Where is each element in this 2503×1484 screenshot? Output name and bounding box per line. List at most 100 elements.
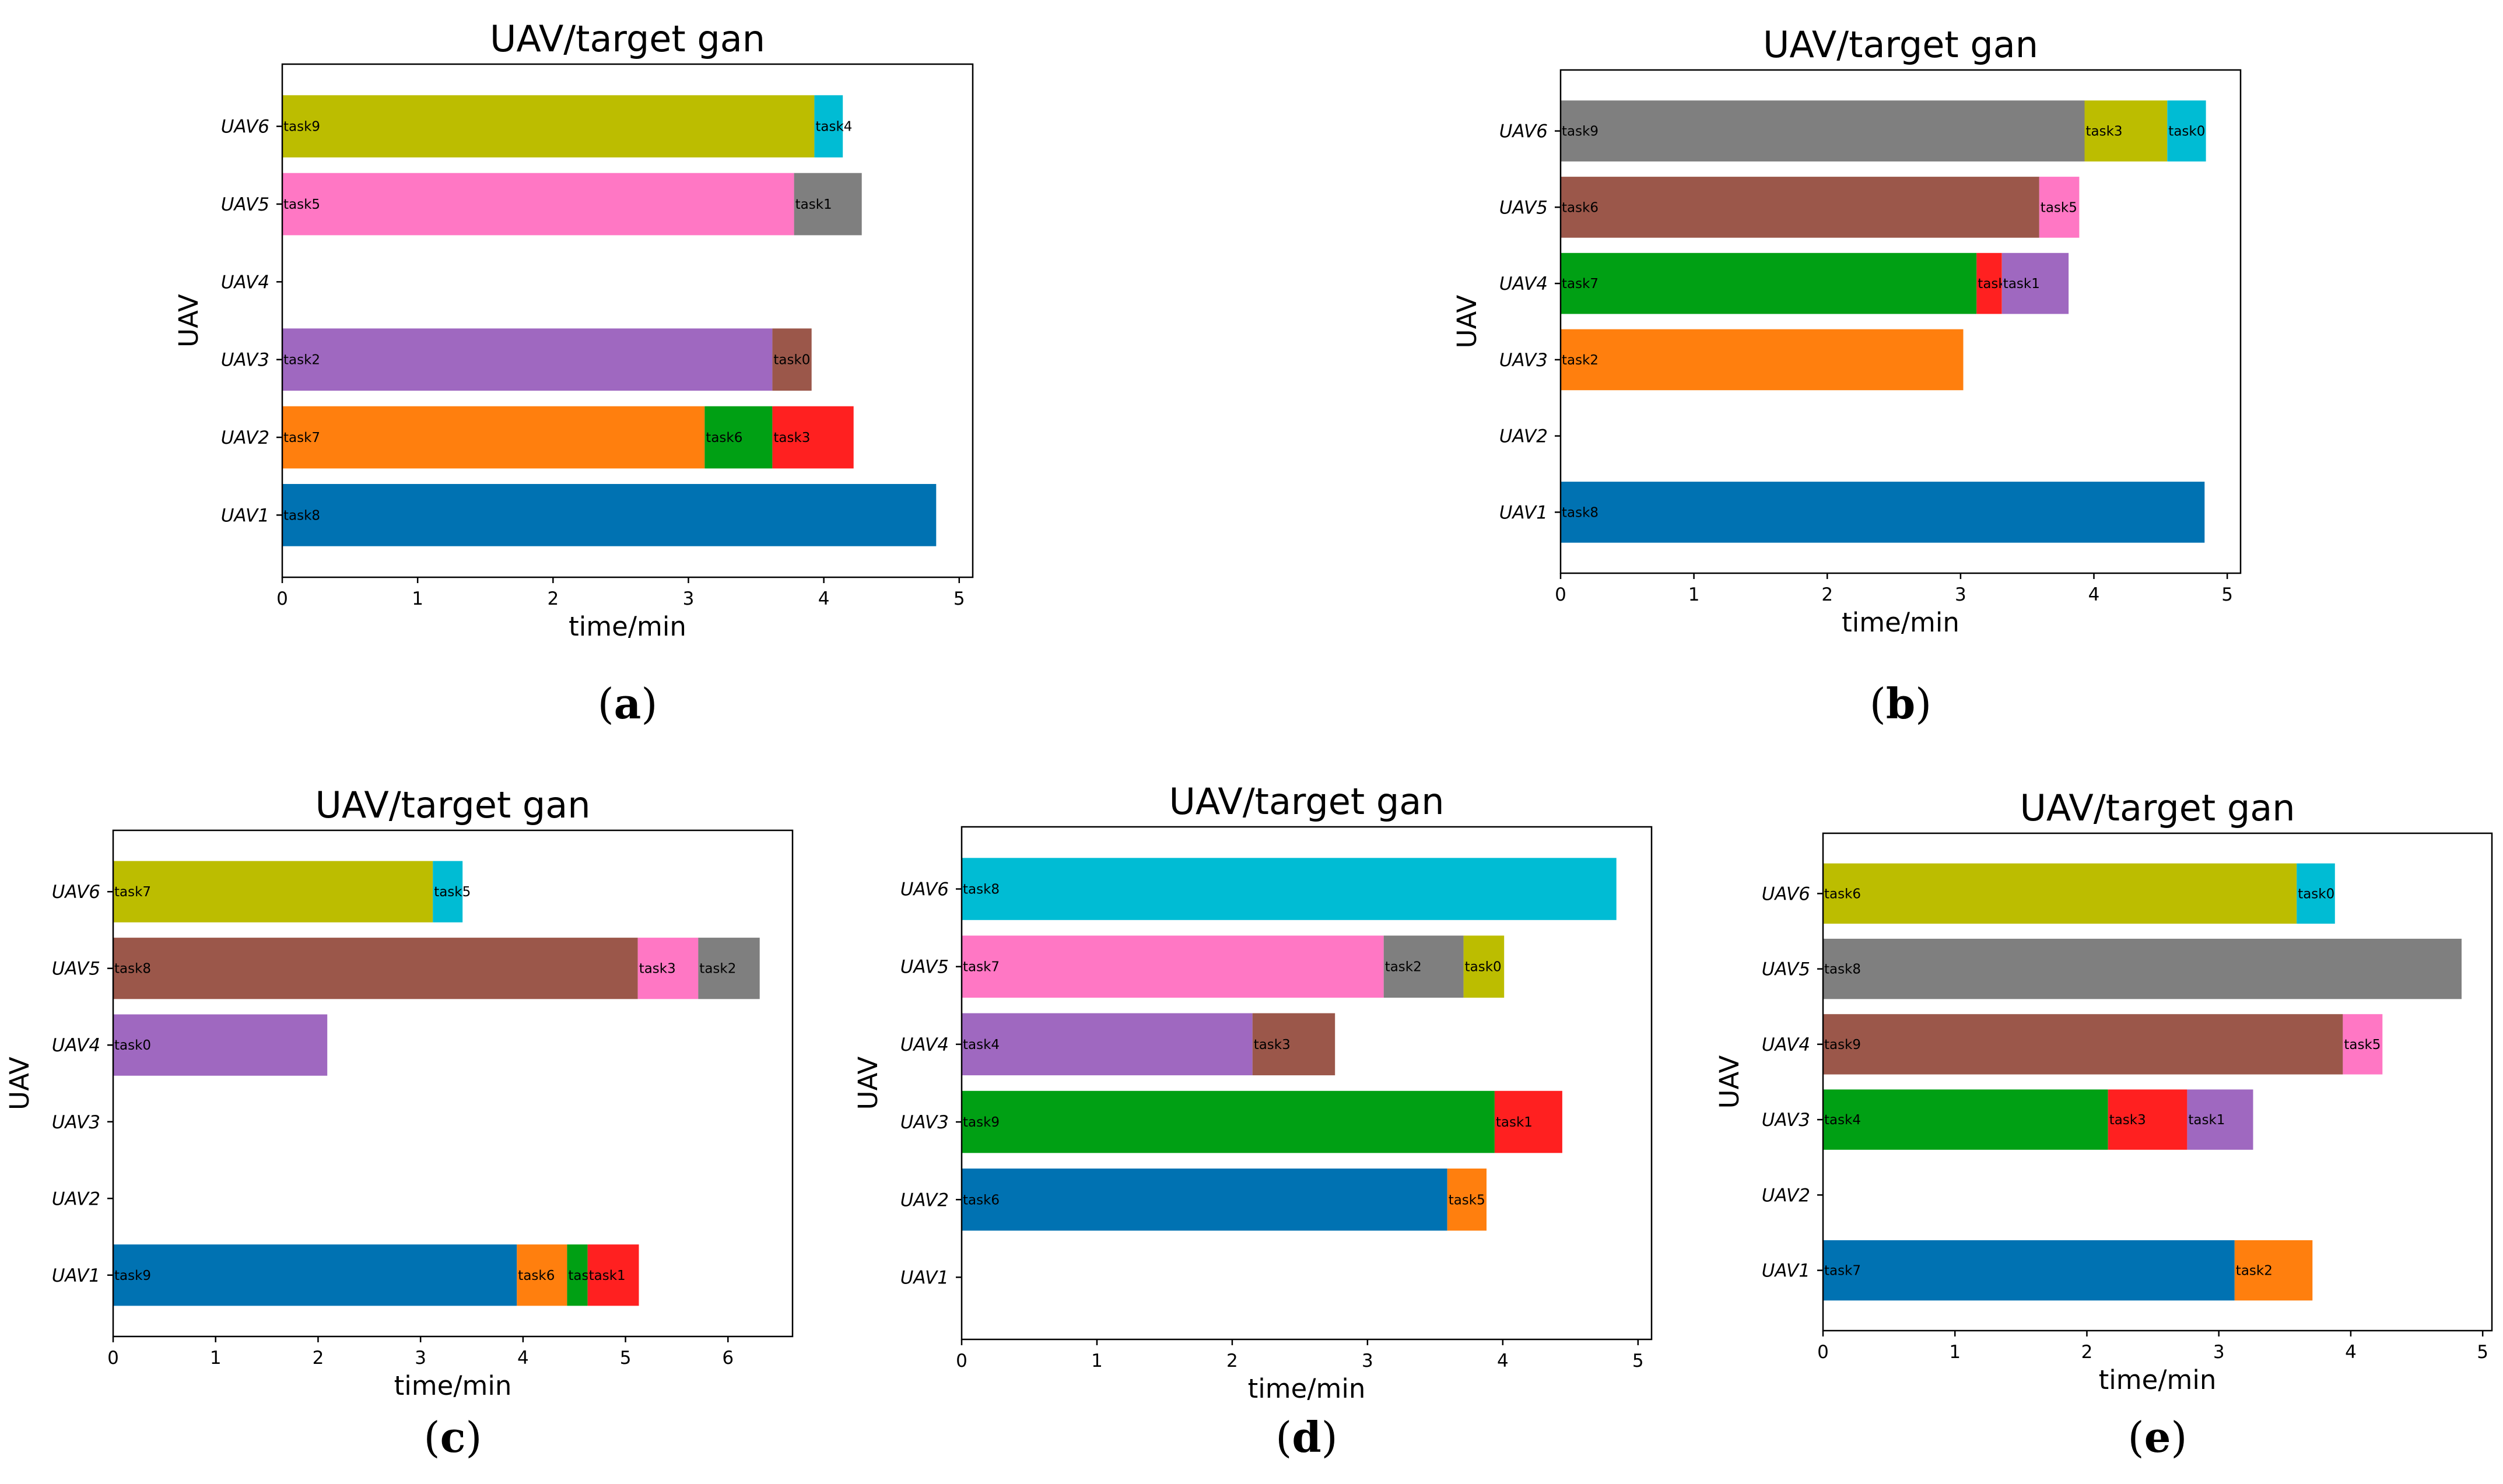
x-tick-label: 5 <box>2477 1342 2488 1363</box>
x-axis-label: time/min <box>1248 1373 1366 1404</box>
bar-segment <box>282 328 773 391</box>
y-axis-label: UAV <box>173 294 204 348</box>
bar-task-label: task1 <box>795 197 832 212</box>
y-tick-label: UAV5 <box>1499 197 1548 218</box>
y-tick-label: UAV2 <box>52 1188 100 1209</box>
y-tick-label: UAV3 <box>1499 350 1548 371</box>
bar-task-label: task6 <box>1824 886 1861 901</box>
bar-segment <box>1823 1240 2235 1301</box>
plot-frame <box>112 829 794 1338</box>
bar-task-label: task9 <box>1824 1037 1861 1053</box>
plot-frame <box>281 63 974 578</box>
x-tick-label: 1 <box>1688 584 1700 605</box>
y-tick-label: UAV6 <box>900 879 949 900</box>
y-tick-label: UAV6 <box>1499 121 1548 142</box>
bar-segment <box>113 1244 517 1306</box>
chart-panel-d: task6 task5 task9 task1 task4 task3 task7 task2… <box>853 780 1653 1462</box>
y-tick-label: UAV1 <box>1499 502 1548 523</box>
bar-segment <box>113 861 433 922</box>
bar-segment <box>2039 177 2080 238</box>
bar-segment <box>637 938 699 999</box>
bar-task-label: task8 <box>1824 962 1861 977</box>
bar-task-label: task8 <box>283 508 320 523</box>
bar-task-label: task1 <box>589 1268 626 1283</box>
x-tick-label: 0 <box>276 588 288 609</box>
y-axis-label: UAV <box>1714 1055 1745 1108</box>
bar-segment <box>517 1244 567 1306</box>
bar-segment <box>962 858 1617 920</box>
bar-task-label: task6 <box>706 430 742 445</box>
bar-task-label: task6 <box>1562 200 1598 215</box>
chart-title: UAV/target gan <box>490 17 765 60</box>
bar-segment <box>1561 252 1977 314</box>
bar-segment <box>1383 935 1464 998</box>
bar-task-label: task4 <box>815 120 852 135</box>
bar-task-label: task2 <box>2236 1264 2273 1279</box>
bar-task-label: task9 <box>283 120 320 135</box>
x-tick-label: 2 <box>1821 584 1833 605</box>
bar-segment <box>1823 938 2462 999</box>
y-tick-label: UAV4 <box>221 272 269 293</box>
chart-title: UAV/target gan <box>1169 780 1445 823</box>
bar-task-label: task7 <box>963 960 1000 975</box>
bar-task-label: task0 <box>2298 886 2334 901</box>
bar-segment <box>2343 1014 2383 1075</box>
bar-task-label: task7 <box>283 430 320 445</box>
x-tick-label: 0 <box>1555 584 1566 605</box>
plot-frame <box>1559 69 2242 574</box>
bar-task-label: task5 <box>2344 1037 2381 1053</box>
y-tick-label: UAV6 <box>1762 883 1810 904</box>
bar-task-label: task5 <box>2041 200 2077 215</box>
x-tick-label: 5 <box>2221 584 2233 605</box>
y-tick-label: UAV1 <box>900 1267 949 1288</box>
x-tick-label: 1 <box>210 1348 222 1369</box>
bar-task-label: task2 <box>1562 353 1598 368</box>
bar-segment <box>2001 252 2069 314</box>
y-tick-label: UAV6 <box>52 882 100 903</box>
bar-task-label: task0 <box>114 1038 151 1053</box>
x-tick-label: 3 <box>2213 1342 2225 1363</box>
x-tick-label: 2 <box>2081 1342 2093 1363</box>
bar-segment <box>1823 1089 2108 1150</box>
x-tick-label: 5 <box>953 588 965 609</box>
bar-segment <box>2234 1240 2313 1301</box>
y-tick-label: UAV3 <box>52 1112 100 1133</box>
plot-frame <box>1822 832 2493 1332</box>
bar-task-label: task0 <box>1465 960 1502 975</box>
x-tick-label: 3 <box>1955 584 1966 605</box>
bar-segment <box>433 861 463 922</box>
bar-task-label: task8 <box>963 882 1000 897</box>
y-tick-label: UAV1 <box>1762 1261 1810 1282</box>
chart-panel-a: task8 task7 task6 task3 task2 task0 task5 task1… <box>173 17 974 728</box>
bar-task-label: task8 <box>114 962 151 977</box>
bar-task-label: task3 <box>1254 1037 1291 1053</box>
bar-task-label: task6 <box>518 1268 555 1283</box>
x-tick-label: 2 <box>547 588 559 609</box>
bar-task-label: task1 <box>2003 276 2040 292</box>
bar-task-label: task6 <box>963 1192 1000 1208</box>
x-tick-label: 3 <box>683 588 695 609</box>
x-axis-label: time/min <box>394 1370 512 1401</box>
x-tick-label: 2 <box>1226 1350 1238 1371</box>
bar-task-label: task1 <box>1496 1115 1533 1130</box>
bar-segment <box>772 406 854 469</box>
bar-task-label: task9 <box>963 1115 1000 1130</box>
bar-segment <box>2084 100 2168 162</box>
bar-task-label: task3 <box>639 962 676 977</box>
bar-segment <box>814 95 843 157</box>
bar-task-label: task9 <box>1562 124 1598 139</box>
bar-segment <box>1561 100 2085 162</box>
bar-task-label: task3 <box>773 430 810 445</box>
bar-segment <box>772 328 812 391</box>
panel-caption: (c) <box>423 1412 482 1462</box>
bar-segment <box>1561 177 2039 238</box>
bar-segment <box>1252 1013 1335 1076</box>
y-tick-label: UAV1 <box>221 505 269 526</box>
bar-segment <box>794 173 862 236</box>
x-axis-label: time/min <box>569 611 686 642</box>
bar-task-label: task5 <box>283 197 320 212</box>
bar-segment <box>113 1014 328 1076</box>
x-tick-label: 1 <box>1091 1350 1103 1371</box>
panel-caption: (a) <box>598 679 658 728</box>
x-tick-label: 4 <box>517 1348 529 1369</box>
